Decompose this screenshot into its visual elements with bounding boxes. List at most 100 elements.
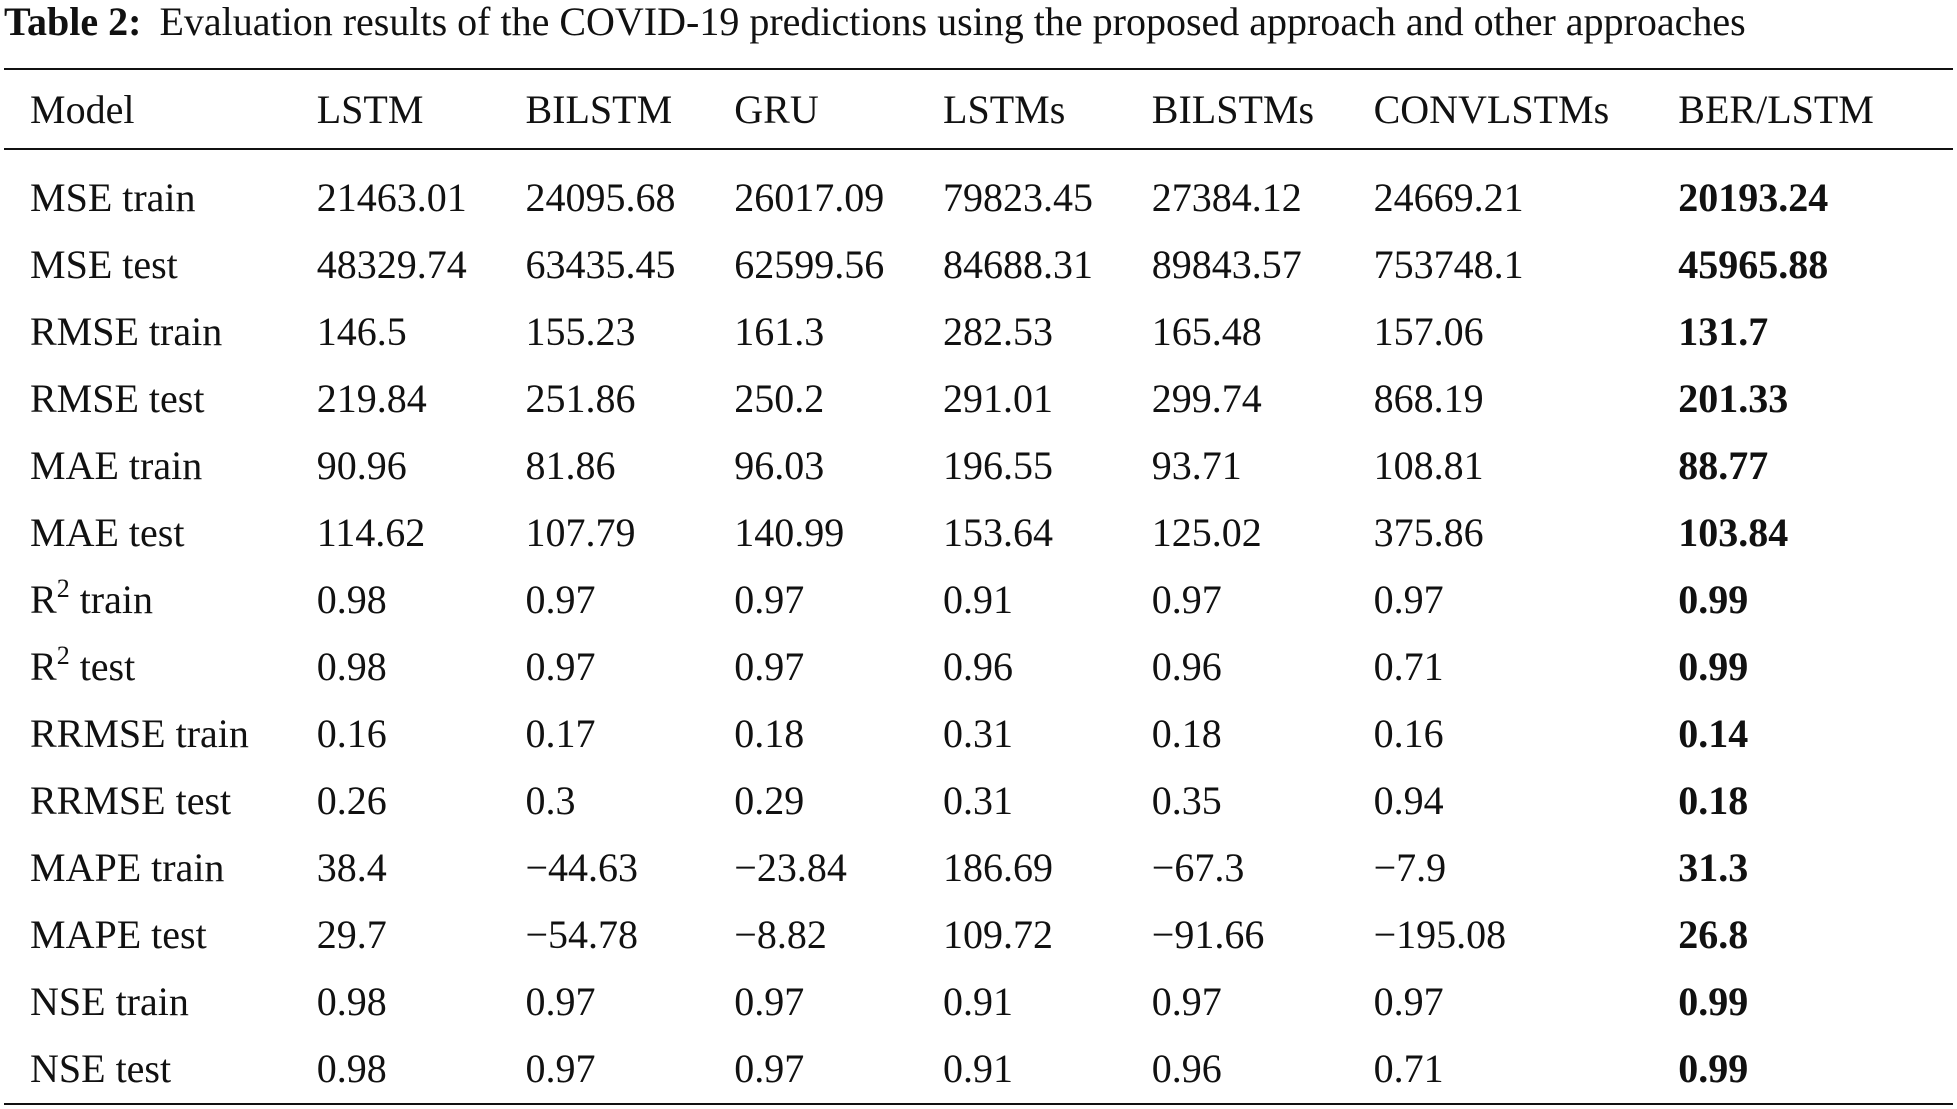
value-cell: 0.97: [1151, 577, 1222, 622]
value-cell: 753748.1: [1373, 242, 1524, 287]
value-cell: 0.31: [943, 778, 1014, 823]
metric-label: RRMSE train: [30, 711, 249, 756]
header-cell-bilstm: BILSTM: [525, 86, 673, 132]
metric-label: RMSE test: [30, 376, 205, 421]
value-cell: 114.62: [316, 510, 426, 555]
value-cell: 48329.74: [316, 242, 467, 287]
row-metric-cell: NSE train: [4, 968, 317, 1035]
value-cell: 125.02: [1151, 510, 1262, 555]
header-cell-model: Model: [30, 86, 135, 132]
table-row: R2 test 0.98 0.97 0.97 0.96 0.96 0.71 0.99: [4, 633, 1957, 700]
value-cell: 79823.45: [943, 175, 1094, 220]
header-cell-lstms: LSTMs: [943, 86, 1066, 132]
value-cell: 90.96: [316, 443, 407, 488]
value-cell: 0.71: [1373, 644, 1444, 689]
value-cell: 0.29: [734, 778, 805, 823]
best-value-cell: 201.33: [1678, 376, 1789, 421]
row-metric-cell: NSE test: [4, 1035, 317, 1102]
value-cell: 0.98: [316, 979, 387, 1024]
value-cell: 0.97: [525, 1046, 596, 1091]
table-row: RMSE train 146.5 155.23 161.3 282.53 165.48 15…: [4, 298, 1957, 365]
value-cell: 63435.45: [525, 242, 676, 287]
value-cell: 0.35: [1151, 778, 1222, 823]
value-cell: 93.71: [1151, 443, 1242, 488]
value-cell: −67.3: [1151, 845, 1245, 890]
row-metric-cell: MAPE train: [4, 834, 317, 901]
header-cell-convlstms: CONVLSTMs: [1373, 86, 1610, 132]
value-cell: −8.82: [734, 912, 827, 957]
metric-label: MAE test: [30, 510, 185, 555]
header-cell-bilstms: BILSTMs: [1151, 86, 1315, 132]
value-cell: 153.64: [943, 510, 1054, 555]
metric-suffix: train: [69, 577, 153, 622]
value-cell: 299.74: [1151, 376, 1262, 421]
best-value-cell: 0.99: [1678, 644, 1749, 689]
best-value-cell: 0.99: [1678, 1046, 1749, 1091]
value-cell: 0.97: [734, 644, 805, 689]
value-cell: 107.79: [525, 510, 636, 555]
value-cell: 0.97: [525, 979, 596, 1024]
table-row: RMSE test 219.84 251.86 250.2 291.01 299.74 86…: [4, 365, 1957, 432]
table-row: RRMSE train 0.16 0.17 0.18 0.31 0.18 0.16 0.14: [4, 700, 1957, 767]
value-cell: 0.16: [1373, 711, 1444, 756]
metric-label: MSE test: [30, 242, 178, 287]
best-value-cell: 0.14: [1678, 711, 1749, 756]
value-cell: −44.63: [525, 845, 639, 890]
row-metric-cell: MAE test: [4, 499, 317, 566]
value-cell: 0.96: [943, 644, 1014, 689]
value-cell: 282.53: [943, 309, 1054, 354]
value-cell: 0.98: [316, 644, 387, 689]
value-cell: −195.08: [1373, 912, 1507, 957]
table-row: MAPE train 38.4 −44.63 −23.84 186.69 −67.3 −7.…: [4, 834, 1957, 901]
value-cell: 0.97: [1373, 577, 1444, 622]
value-cell: 108.81: [1373, 443, 1484, 488]
table-body: MSE train 21463.01 24095.68 26017.09 79823.4…: [4, 152, 1957, 1102]
value-cell: 140.99: [734, 510, 845, 555]
best-value-cell: 20193.24: [1678, 175, 1829, 220]
header-cell-gru: GRU: [734, 86, 819, 132]
best-value-cell: 0.99: [1678, 577, 1749, 622]
row-metric-cell: RRMSE train: [4, 700, 317, 767]
value-cell: 155.23: [525, 309, 636, 354]
value-cell: 0.91: [943, 1046, 1014, 1091]
value-cell: 0.97: [734, 577, 805, 622]
best-value-cell: 26.8: [1678, 912, 1749, 957]
table-top-rule: [4, 68, 1953, 70]
table-bottom-rule: [4, 1103, 1953, 1105]
table-caption-text: Evaluation results of the COVID-19 predi…: [159, 0, 1746, 44]
row-metric-cell: R2 train: [4, 566, 317, 633]
value-cell: 0.71: [1373, 1046, 1444, 1091]
value-cell: 0.91: [943, 979, 1014, 1024]
table-row: MAPE test 29.7 −54.78 −8.82 109.72 −91.66 −195…: [4, 901, 1957, 968]
table-row: MAE test 114.62 107.79 140.99 153.64 125.02 37…: [4, 499, 1957, 566]
header-cell-ber-lstm: BER/LSTM: [1678, 86, 1874, 132]
row-metric-cell: MSE test: [4, 231, 317, 298]
metric-suffix: test: [69, 644, 136, 689]
value-cell: 0.18: [734, 711, 805, 756]
best-value-cell: 88.77: [1678, 443, 1769, 488]
row-metric-cell: MAE train: [4, 432, 317, 499]
table-header-rule: [4, 148, 1953, 150]
value-cell: 109.72: [943, 912, 1054, 957]
value-cell: 165.48: [1151, 309, 1262, 354]
table-caption-label: Table 2:: [4, 0, 142, 44]
value-cell: 291.01: [943, 376, 1054, 421]
table-row: MSE train 21463.01 24095.68 26017.09 79823.4…: [4, 152, 1957, 231]
best-value-cell: 31.3: [1678, 845, 1749, 890]
metric-superscript: 2: [56, 574, 70, 603]
value-cell: 0.97: [1151, 979, 1222, 1024]
metric-label: R: [30, 644, 57, 689]
value-cell: 0.97: [525, 644, 596, 689]
value-cell: −91.66: [1151, 912, 1265, 957]
value-cell: 0.16: [316, 711, 387, 756]
value-cell: 26017.09: [734, 175, 885, 220]
metric-label: RMSE train: [30, 309, 223, 354]
value-cell: 186.69: [943, 845, 1054, 890]
value-cell: 0.91: [943, 577, 1014, 622]
value-cell: 27384.12: [1151, 175, 1302, 220]
row-metric-cell: MSE train: [4, 152, 317, 231]
metric-label: MAPE test: [30, 912, 207, 957]
value-cell: 96.03: [734, 443, 825, 488]
value-cell: 0.3: [525, 778, 576, 823]
metric-label: MAE train: [30, 443, 203, 488]
